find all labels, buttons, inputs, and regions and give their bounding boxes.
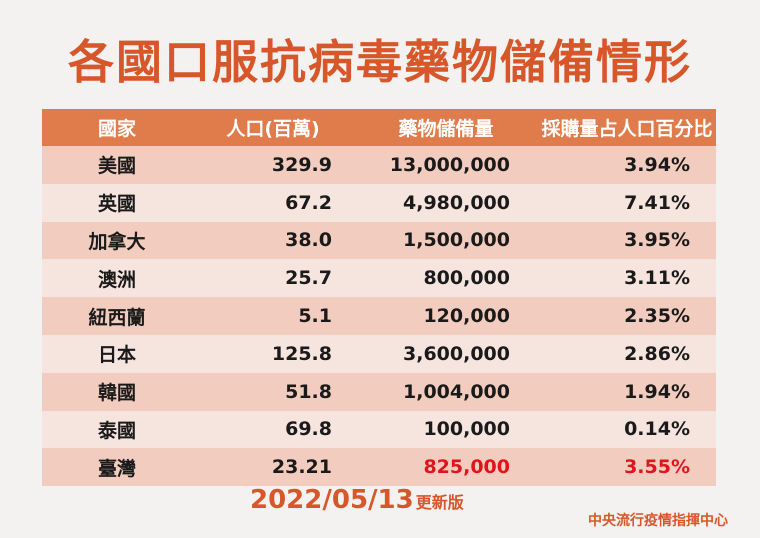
stockpile-cell: 800,000 [354, 259, 538, 298]
table-row: 日本 125.8 3,600,000 2.86% [42, 334, 716, 373]
stockpile-cell: 4,980,000 [354, 183, 538, 222]
percentage-cell: 3.94% [538, 146, 716, 184]
date-text: 2022/05/13 [250, 485, 414, 515]
stockpile-cell: 1,004,000 [354, 372, 538, 411]
stockpile-table: 國家 人口(百萬) 藥物儲備量 採購量占人口百分比 美國 329.9 13,00… [42, 109, 716, 487]
country-cell: 臺灣 [42, 448, 192, 487]
table-row: 澳洲 25.7 800,000 3.11% [42, 259, 716, 298]
version-label: 更新版 [415, 493, 464, 512]
country-cell: 澳洲 [42, 259, 192, 298]
population-cell: 5.1 [192, 297, 354, 335]
stockpile-cell: 3,600,000 [354, 334, 538, 373]
country-cell: 韓國 [42, 372, 192, 411]
header-stockpile: 藥物儲備量 [354, 109, 538, 146]
header-population: 人口(百萬) [192, 109, 354, 146]
percentage-cell: 7.41% [538, 183, 716, 222]
stockpile-cell-highlight: 825,000 [354, 448, 538, 487]
percentage-cell: 2.86% [538, 334, 716, 373]
update-date: 2022/05/13 更新版 [250, 485, 464, 515]
percentage-cell: 3.11% [538, 259, 716, 298]
population-cell: 38.0 [192, 221, 354, 260]
country-cell: 日本 [42, 334, 192, 373]
country-cell: 泰國 [42, 410, 192, 449]
table-row: 紐西蘭 5.1 120,000 2.35% [42, 297, 716, 335]
page-title: 各國口服抗病毒藥物儲備情形 [68, 35, 692, 89]
percentage-cell: 2.35% [538, 297, 716, 335]
population-cell: 329.9 [192, 146, 354, 184]
stockpile-cell: 1,500,000 [354, 221, 538, 260]
population-cell: 69.8 [192, 410, 354, 449]
country-cell: 美國 [42, 146, 192, 184]
stockpile-cell: 120,000 [354, 297, 538, 335]
percentage-cell: 0.14% [538, 410, 716, 449]
table-header-row: 國家 人口(百萬) 藥物儲備量 採購量占人口百分比 [42, 109, 716, 146]
population-cell: 51.8 [192, 372, 354, 411]
table-row: 美國 329.9 13,000,000 3.94% [42, 146, 716, 184]
population-cell: 67.2 [192, 183, 354, 222]
table-row: 加拿大 38.0 1,500,000 3.95% [42, 221, 716, 260]
table-row: 韓國 51.8 1,004,000 1.94% [42, 372, 716, 411]
source-label: 中央流行疫情指揮中心 [588, 513, 728, 529]
population-cell: 25.7 [192, 259, 354, 298]
percentage-cell-highlight: 3.55% [538, 448, 716, 487]
stockpile-cell: 13,000,000 [354, 146, 538, 184]
country-cell: 英國 [42, 183, 192, 222]
population-cell: 125.8 [192, 334, 354, 373]
population-cell: 23.21 [192, 448, 354, 487]
percentage-cell: 3.95% [538, 221, 716, 260]
country-cell: 紐西蘭 [42, 297, 192, 335]
table-row-taiwan: 臺灣 23.21 825,000 3.55% [42, 448, 716, 487]
table-row: 英國 67.2 4,980,000 7.41% [42, 183, 716, 222]
percentage-cell: 1.94% [538, 372, 716, 411]
header-percentage: 採購量占人口百分比 [538, 109, 716, 146]
stockpile-cell: 100,000 [354, 410, 538, 449]
header-country: 國家 [42, 109, 192, 146]
country-cell: 加拿大 [42, 221, 192, 260]
table-row: 泰國 69.8 100,000 0.14% [42, 410, 716, 449]
